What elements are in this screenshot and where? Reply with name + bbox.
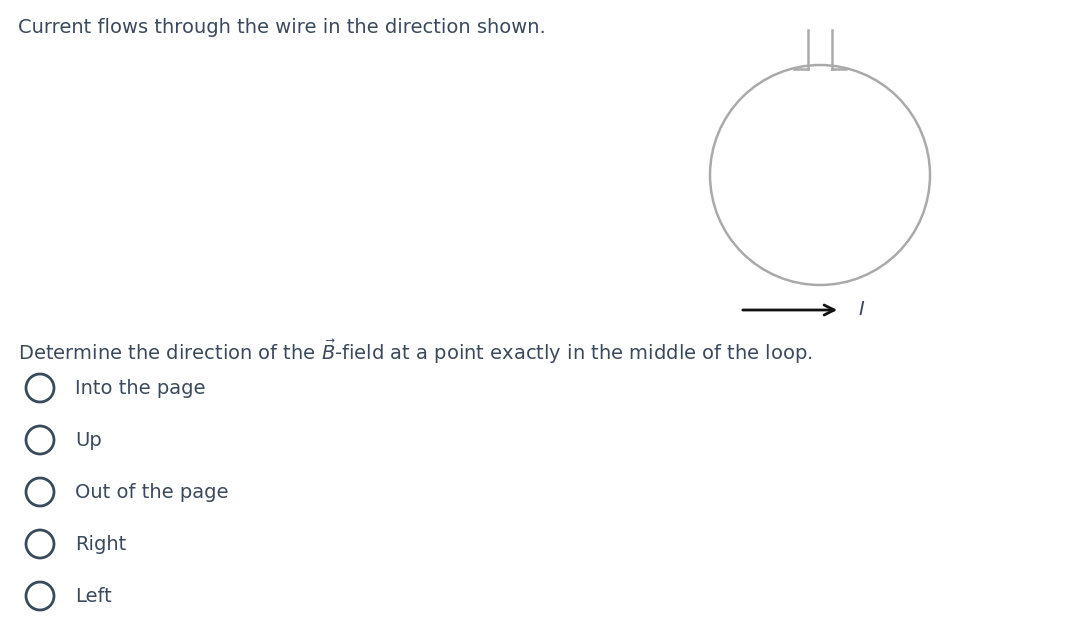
Text: Left: Left [75,587,111,606]
Text: Into the page: Into the page [75,378,206,397]
Text: Current flows through the wire in the direction shown.: Current flows through the wire in the di… [18,18,545,37]
Text: Determine the direction of the $\vec{B}$-field at a point exactly in the middle : Determine the direction of the $\vec{B}$… [18,338,813,366]
Text: Out of the page: Out of the page [75,482,228,502]
Text: Right: Right [75,534,127,554]
Text: $I$: $I$ [858,301,866,319]
Text: Up: Up [75,430,102,450]
